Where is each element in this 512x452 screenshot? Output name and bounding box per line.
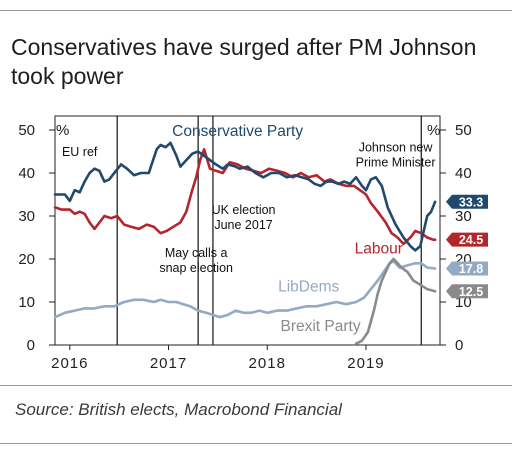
y-tick-label-left: 20 xyxy=(18,251,35,268)
event-label: Johnson new xyxy=(359,141,434,155)
y-unit-left: % xyxy=(56,122,69,139)
series-label-labour: Labour xyxy=(355,240,403,257)
event-label: Prime Minister xyxy=(356,156,436,170)
series-line-conservative xyxy=(53,141,437,252)
y-tick-label-right: 30 xyxy=(455,208,472,225)
end-value-tag-conservative xyxy=(446,194,488,209)
y-tick-label-left: 10 xyxy=(18,294,35,311)
y-tick-label-right: 50 xyxy=(455,122,472,139)
source-rule xyxy=(0,385,512,386)
end-value-labour: 24.5 xyxy=(459,233,483,247)
x-tick-label: 2019 xyxy=(347,355,384,372)
y-unit-right: % xyxy=(427,122,440,139)
y-tick-label-left: 50 xyxy=(18,122,35,139)
bottom-rule xyxy=(0,443,512,444)
series-labels: Conservative Party 33.3 Labour 24.5 LibDems 1… xyxy=(172,123,488,335)
event-label: UK election xyxy=(212,203,276,217)
chart-title: Conservatives have surged after PM Johns… xyxy=(11,34,477,89)
y-tick-label-left: 30 xyxy=(18,208,35,225)
y-tick-label-right: 40 xyxy=(455,165,472,182)
end-value-conservative: 33.3 xyxy=(459,195,483,209)
event-label: June 2017 xyxy=(214,218,272,232)
x-tick-label: 2017 xyxy=(150,355,187,372)
y-tick-label-left: 0 xyxy=(27,337,35,354)
series-label-conservative: Conservative Party xyxy=(172,123,303,140)
series-line-brexit xyxy=(354,257,437,345)
end-value-tag-libdems xyxy=(446,261,488,276)
plot-frame xyxy=(54,115,441,346)
x-tick-label: 2018 xyxy=(249,355,286,372)
y-tick-label-left: 40 xyxy=(18,165,35,182)
series-lines xyxy=(53,141,437,345)
end-value-libdems: 17.8 xyxy=(459,262,483,276)
event-label: May calls a xyxy=(165,246,228,260)
series-line-labour xyxy=(53,148,437,246)
top-rule xyxy=(0,10,512,11)
series-label-libdems: LibDems xyxy=(278,279,339,296)
event-label: EU ref xyxy=(62,145,98,159)
end-value-tag-labour xyxy=(446,232,488,247)
plot-border xyxy=(54,115,441,346)
end-value-tag-brexit xyxy=(446,284,488,299)
y-tick-label-right: 0 xyxy=(455,337,463,354)
x-tick-label: 2016 xyxy=(51,355,88,372)
series-label-brexit: Brexit Party xyxy=(280,318,360,335)
event-label: snap election xyxy=(159,261,233,275)
source-note: Source: British elects, Macrobond Financ… xyxy=(15,400,342,419)
end-value-brexit: 12.5 xyxy=(459,285,483,299)
